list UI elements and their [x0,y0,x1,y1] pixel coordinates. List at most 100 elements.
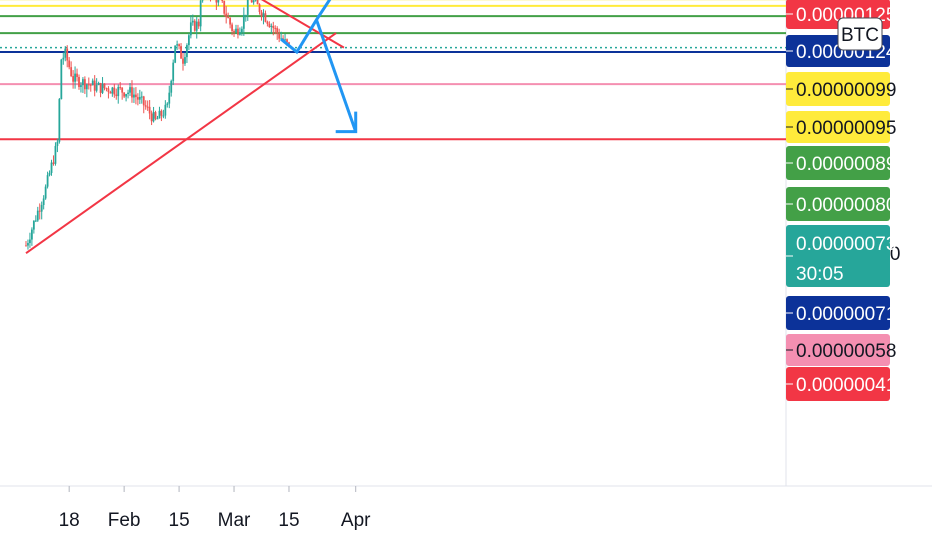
candle-body [225,13,228,17]
candle-body [152,112,155,122]
candle-body [32,220,35,230]
candle-body [54,145,57,164]
candle-body [154,112,157,119]
candle-body [237,28,239,35]
symbol-badge: BTC [837,17,883,51]
candle-body [274,28,277,30]
candle-body [215,0,218,3]
candle-body [199,0,202,27]
candle-body [276,28,279,34]
candle-body [66,48,69,61]
candle-body [78,77,80,87]
candle-body [176,44,179,46]
candle-body [70,67,73,77]
projection-arrowhead-1 [335,111,358,134]
candle-body [197,21,200,27]
price-tag-2: 0.00000099 [786,72,896,106]
candle-body [115,94,118,97]
candle-body [217,0,220,3]
candle-body [74,73,76,82]
candle-body [252,0,255,3]
price-tag-bg [786,111,890,143]
symbol-badge-bg [837,17,883,51]
candle-body [162,115,165,117]
candle-body [50,162,53,173]
candle-body [85,84,88,90]
candle-body [231,24,233,32]
candle-body [150,113,153,122]
candle-body [38,210,41,212]
candle-body [262,13,265,17]
candle-body [107,88,110,93]
price-tag-4: 0.00000089 [786,146,896,180]
projection-path-0 [280,0,332,55]
candle-body [223,0,226,14]
candle-body [233,31,235,33]
candle-body [160,110,163,116]
candle-body [80,85,82,87]
candle-body [178,44,180,47]
candle-body [235,28,237,33]
price-tag-9: 0.00000041 [786,367,896,401]
price-tag-label: 0.00000089 [796,154,896,175]
price-tag-label: 0.00000080 [796,195,896,216]
candle-body [201,0,204,1]
candle-body [109,92,112,94]
price-tag-label: 0.00000058 [796,341,896,362]
candle-body [186,45,188,58]
candle-body [68,60,71,68]
candle-body [264,13,267,22]
price-tag-bg [786,296,890,330]
x-tick-label-2: 15 [169,510,190,531]
candle-body [172,62,175,81]
candle-body [52,162,55,164]
candle-body [135,94,137,98]
candle-body [148,106,151,114]
candle-body [119,87,122,89]
candle-body [36,210,39,221]
candle-body [129,87,131,93]
x-tick-label-3: Mar [218,510,251,531]
candle-body [182,58,184,64]
candle-body [95,84,98,91]
candle-body [250,0,253,3]
candle-body [121,87,124,93]
candle-body [99,83,102,93]
candle-body [246,0,249,15]
candle-body [244,14,247,16]
candle-body [133,94,135,98]
candle-body [168,92,171,104]
candle-body [268,23,271,28]
candle-body [180,46,182,59]
candle-body [89,84,92,86]
candle-body [193,20,196,31]
candle-body [111,87,114,94]
candle-body [29,239,31,244]
x-tick-label-5: Apr [341,510,371,531]
price-tag-bg [786,367,890,401]
symbol-badge-label: BTC [841,25,879,46]
candle-body [286,39,288,43]
candle-body [227,16,230,19]
price-tag-5: 0.00000080 [786,187,896,221]
candle-body [278,33,281,39]
price-tag-6: 0.00000073 30:05 [786,225,896,287]
candle-body [187,35,190,46]
candle-body [174,45,177,63]
candle-body [240,28,243,33]
candle-body [82,79,84,86]
candle-body [46,175,49,187]
x-tick-label-4: 15 [278,510,299,531]
candle-body [221,0,224,1]
price-tag-bg [786,72,890,106]
price-tag-3: 0.00000095 [786,111,896,143]
candle-body [136,97,139,100]
candle-body [105,88,108,90]
candle-body [62,57,65,60]
candle-body [72,76,75,82]
x-tick-label-0: 18 [59,510,80,531]
price-tag-label: 0.00000095 [796,118,896,139]
candle-body [140,96,143,98]
price-tag-countdown: 30:05 [796,264,844,285]
